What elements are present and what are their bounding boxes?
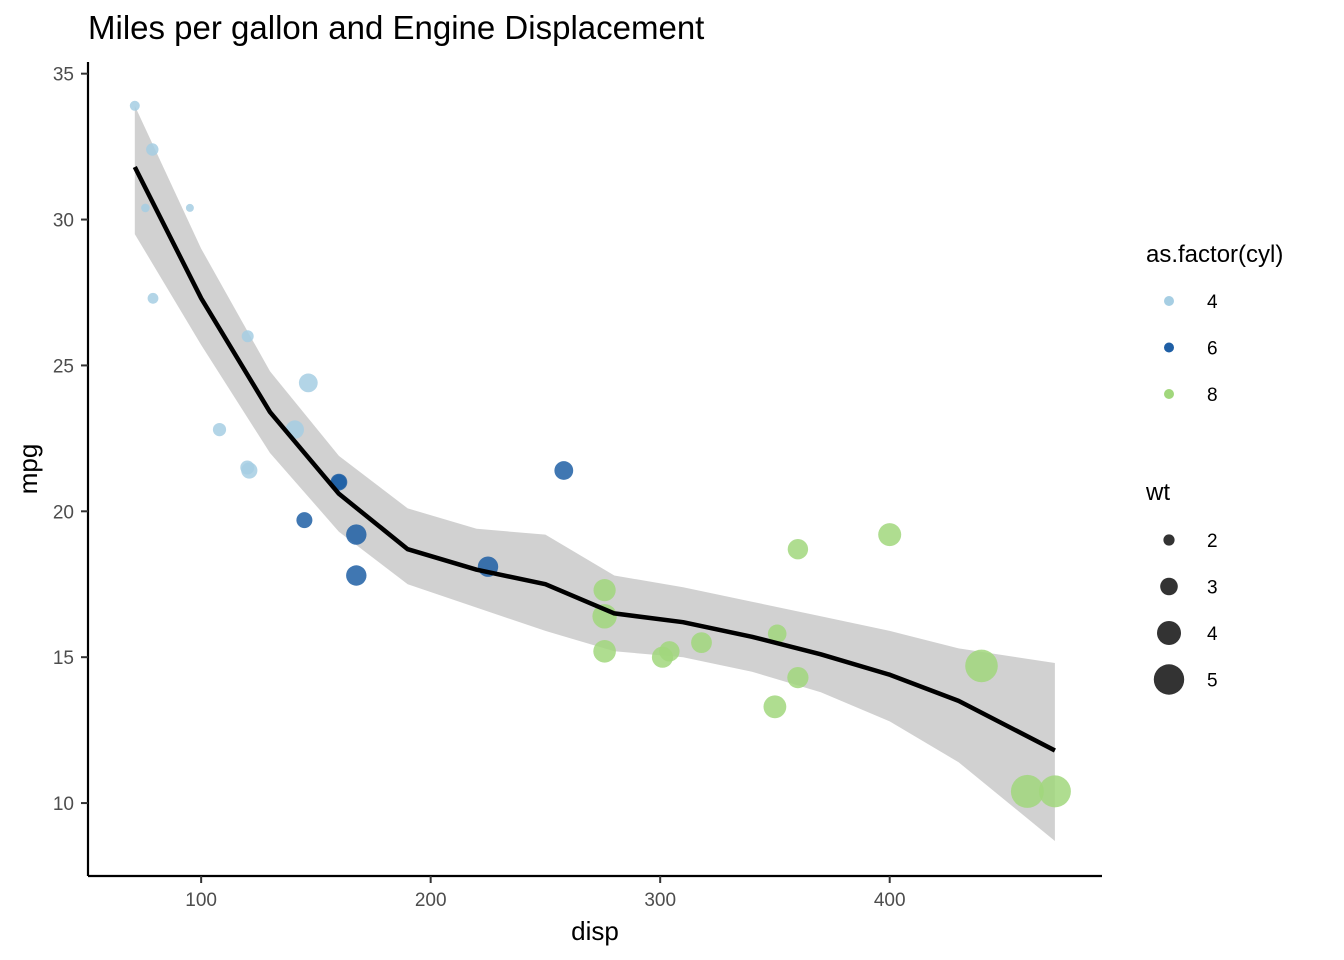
data-point: [878, 523, 902, 547]
data-point: [787, 539, 809, 560]
data-point: [346, 565, 367, 586]
data-point: [767, 624, 787, 644]
data-point: [240, 460, 255, 475]
data-point: [146, 143, 159, 156]
points-layer: [129, 100, 1071, 808]
data-point: [147, 292, 159, 304]
data-point: [763, 695, 787, 719]
confidence-ribbon-layer: [134, 105, 1055, 842]
x-tick-label: 200: [415, 890, 447, 911]
size-legend-label: 4: [1207, 624, 1218, 645]
size-legend-label: 2: [1207, 531, 1218, 552]
x-tick-label: 400: [874, 890, 906, 911]
data-point: [1038, 775, 1071, 808]
x-tick-label: 100: [185, 890, 217, 911]
data-point: [141, 203, 150, 213]
data-point: [346, 524, 367, 545]
confidence-ribbon: [134, 105, 1055, 842]
chart-title: Miles per gallon and Engine Displacement: [88, 9, 704, 46]
y-axis-title: mpg: [13, 444, 43, 495]
size-legend-key: [1163, 534, 1175, 546]
data-point: [185, 203, 194, 212]
color-legend-label: 4: [1207, 292, 1218, 313]
size-legend-key: [1157, 621, 1181, 645]
x-axis-title: disp: [571, 916, 619, 946]
data-point: [787, 667, 809, 689]
size-legend-key: [1160, 577, 1178, 596]
data-point: [965, 649, 998, 683]
y-tick-label: 15: [53, 648, 74, 669]
x-axis-ticks: 100 200 300 400: [185, 876, 906, 911]
data-point: [659, 641, 680, 662]
data-point: [554, 461, 574, 480]
data-point: [129, 100, 140, 111]
data-point: [691, 632, 712, 653]
size-legend-label: 5: [1207, 671, 1218, 692]
size-legend-title: wt: [1145, 479, 1170, 506]
y-axis-ticks: 10 15 20 25 30 35: [53, 65, 88, 815]
data-point: [331, 474, 347, 490]
data-point: [296, 512, 313, 529]
color-legend-label: 8: [1207, 385, 1218, 406]
y-tick-label: 30: [53, 211, 74, 232]
y-tick-label: 25: [53, 356, 74, 377]
color-legend-label: 6: [1207, 339, 1218, 360]
color-legend-key: [1164, 342, 1174, 353]
data-point: [212, 423, 227, 437]
y-tick-label: 10: [53, 794, 74, 815]
data-point: [298, 373, 318, 393]
x-tick-label: 300: [644, 890, 676, 911]
size-legend-label: 3: [1207, 578, 1218, 599]
data-point: [1010, 774, 1044, 808]
color-legend-title: as.factor(cyl): [1146, 241, 1283, 268]
data-point: [593, 579, 616, 602]
y-tick-label: 35: [53, 65, 74, 86]
data-point: [241, 330, 254, 343]
color-legend-key: [1164, 296, 1174, 306]
size-legend-key: [1153, 664, 1185, 695]
smooth-line: [132, 165, 1056, 753]
smooth-line-layer: [132, 165, 1056, 753]
y-tick-label: 20: [53, 502, 74, 523]
data-point: [593, 640, 616, 663]
color-legend-key: [1164, 389, 1174, 399]
color-legend: as.factor(cyl) 4 6 8: [1146, 241, 1283, 406]
size-legend: wt 2 3 4 5: [1145, 479, 1218, 695]
